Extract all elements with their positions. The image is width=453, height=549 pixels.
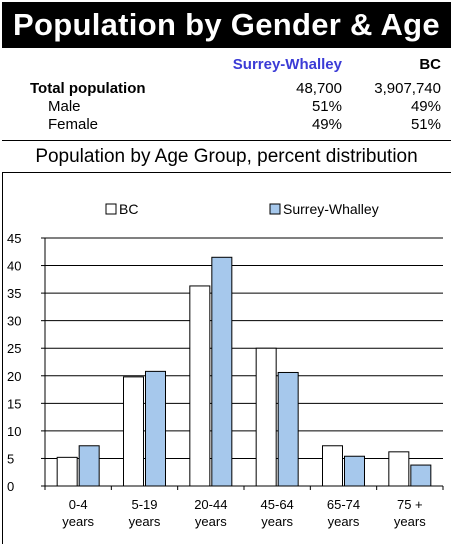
page-title: Population by Gender & Age	[2, 2, 451, 48]
y-tick-label: 15	[7, 396, 21, 411]
row-area-value: 48,700	[296, 80, 342, 97]
y-tick-label: 30	[7, 314, 21, 329]
x-tick-label-unit: years	[394, 514, 426, 529]
y-tick-label: 10	[7, 424, 21, 439]
bar-surrey-whalley	[344, 455, 365, 487]
legend-entry: BC	[119, 201, 138, 217]
y-tick-label: 20	[7, 369, 21, 384]
bar-bc	[322, 445, 343, 487]
y-tick-label: 45	[7, 231, 21, 246]
x-tick-label: 45-64	[261, 497, 294, 512]
x-tick-label: 5-19	[131, 497, 157, 512]
legend-swatch	[269, 203, 281, 215]
row-province-value: 49%	[410, 98, 441, 115]
y-tick-label: 25	[7, 341, 21, 356]
row-label: Male	[48, 98, 81, 115]
x-tick-label-unit: years	[129, 514, 161, 529]
x-tick-label-unit: years	[195, 514, 227, 529]
x-tick-label: 0-4	[69, 497, 88, 512]
legend-swatch	[105, 203, 117, 215]
row-area-value: 51%	[311, 98, 342, 115]
x-tick-label: 75 +	[397, 497, 423, 512]
chart-area: 0 5 10 15 20 25 30 35 40 45 0-4 years 5-19 years 20-44…	[2, 172, 451, 544]
x-tick-label-unit: years	[261, 514, 293, 529]
legend-entry: Surrey-Whalley	[283, 201, 379, 217]
x-tick-label-unit: years	[62, 514, 94, 529]
table-row: Male 51% 49%	[2, 98, 451, 116]
y-tick-label: 0	[7, 479, 14, 494]
bar-bc	[255, 347, 277, 487]
y-tick-label: 5	[7, 451, 14, 466]
row-province-value: 3,907,740	[374, 80, 441, 97]
x-tick-label-unit: years	[328, 514, 360, 529]
bar-bc	[189, 285, 211, 487]
chart-title: Population by Age Group, percent distrib…	[2, 140, 451, 173]
row-province-value: 51%	[410, 116, 441, 133]
row-label: Total population	[30, 80, 146, 97]
bar-surrey-whalley	[410, 464, 432, 487]
population-summary-table: Surrey-Whalley BC Total population 48,70…	[2, 48, 451, 140]
x-tick-label: 20-44	[194, 497, 227, 512]
bar-surrey-whalley	[211, 256, 233, 487]
bar-bc	[56, 456, 78, 487]
bar-bc	[123, 376, 144, 487]
row-label: Female	[48, 116, 99, 133]
bar-bc	[388, 451, 410, 487]
column-header-province: BC	[419, 56, 441, 73]
y-tick-label: 40	[7, 259, 21, 274]
x-tick-label: 65-74	[327, 497, 360, 512]
age-group-bar-chart: 0 5 10 15 20 25 30 35 40 45 0-4 years 5-19 years 20-44…	[7, 201, 444, 529]
row-area-value: 49%	[311, 116, 342, 133]
y-tick-label: 35	[7, 286, 21, 301]
bar-surrey-whalley	[277, 371, 299, 487]
table-row: Female 49% 51%	[2, 116, 451, 134]
bar-surrey-whalley	[78, 445, 100, 487]
table-header-row: Surrey-Whalley BC	[2, 56, 451, 74]
bar-surrey-whalley	[145, 370, 166, 487]
table-row: Total population 48,700 3,907,740	[2, 80, 451, 98]
column-header-area: Surrey-Whalley	[232, 56, 342, 73]
